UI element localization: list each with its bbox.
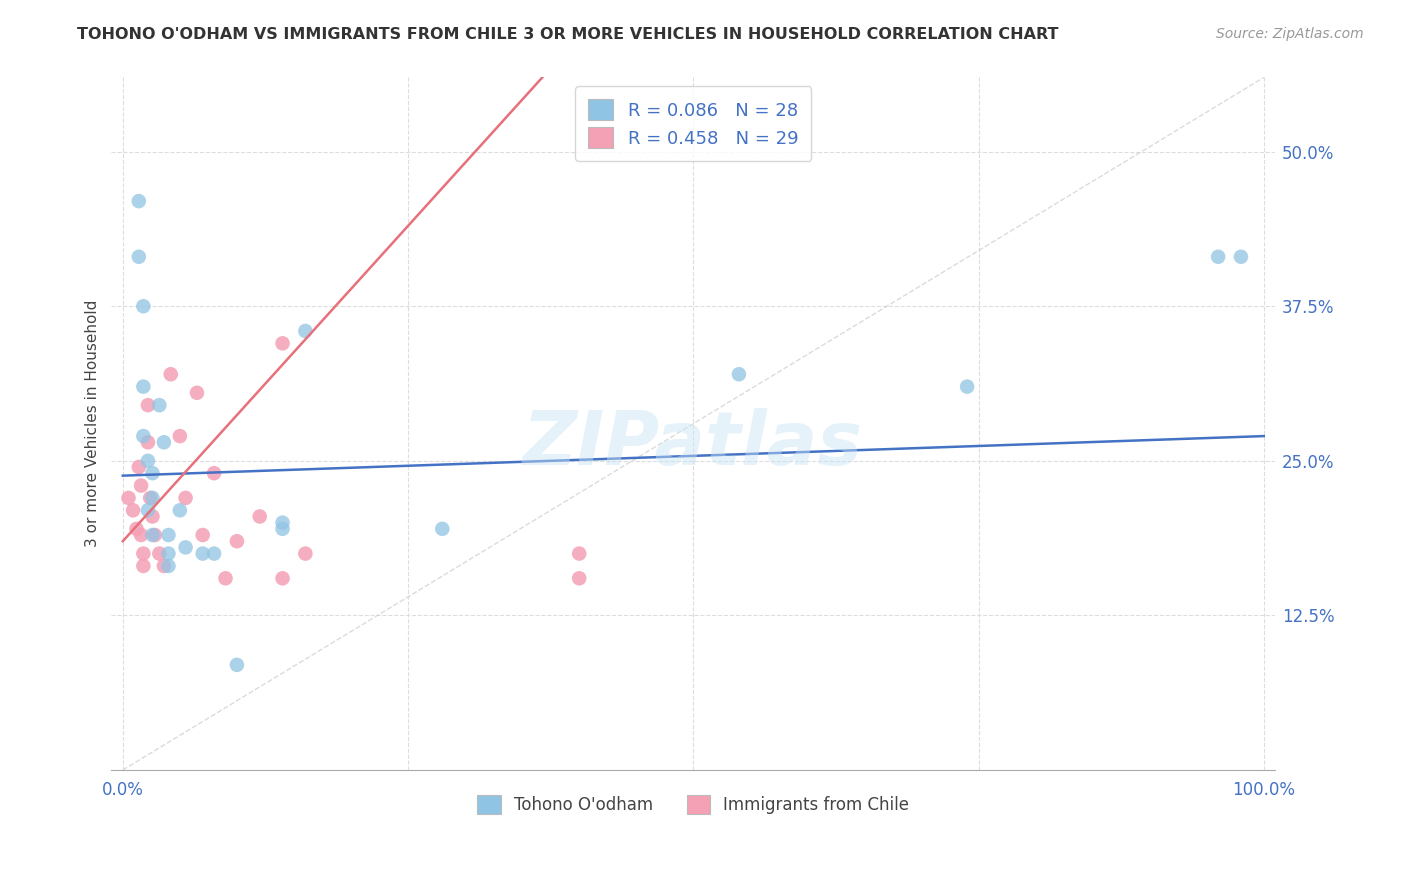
Point [141,491,163,505]
Point [136,503,159,517]
Text: ZIPatlas: ZIPatlas [523,408,863,481]
Point [157,528,180,542]
Point [249,509,271,524]
Point [728,368,751,382]
Point [157,558,180,573]
Point [271,516,294,530]
Text: Source: ZipAtlas.com: Source: ZipAtlas.com [1216,27,1364,41]
Point [568,571,591,585]
Point [122,503,145,517]
Point [174,491,197,505]
Point [186,385,208,400]
Point [157,547,180,561]
Point [294,547,316,561]
Point [271,522,294,536]
Point [128,460,150,475]
Point [956,379,979,393]
Point [169,503,191,517]
Point [174,541,197,555]
Point [129,528,152,542]
Point [568,547,591,561]
Point [148,547,170,561]
Point [141,466,163,480]
Point [271,571,294,585]
Point [1206,250,1229,264]
Point [202,547,225,561]
Point [132,547,155,561]
Point [128,250,150,264]
Point [432,522,454,536]
Point [129,478,152,492]
Point [169,429,191,443]
Y-axis label: 3 or more Vehicles in Household: 3 or more Vehicles in Household [86,300,100,548]
Point [128,194,150,208]
Point [132,429,155,443]
Point [226,534,249,549]
Point [202,466,225,480]
Point [117,491,139,505]
Point [153,558,176,573]
Text: TOHONO O'ODHAM VS IMMIGRANTS FROM CHILE 3 OR MORE VEHICLES IN HOUSEHOLD CORRELAT: TOHONO O'ODHAM VS IMMIGRANTS FROM CHILE … [77,27,1059,42]
Point [132,299,155,313]
Point [294,324,316,338]
Point [136,435,159,450]
Point [132,379,155,393]
Point [141,509,163,524]
Point [214,571,236,585]
Point [143,528,166,542]
Point [136,398,159,412]
Point [132,558,155,573]
Point [125,522,148,536]
Point [191,528,214,542]
Point [191,547,214,561]
Point [136,454,159,468]
Point [153,435,176,450]
Point [139,491,162,505]
Point [1230,250,1253,264]
Point [226,657,249,672]
Legend: Tohono O'odham, Immigrants from Chile: Tohono O'odham, Immigrants from Chile [467,785,920,824]
Point [271,336,294,351]
Point [141,528,163,542]
Point [148,398,170,412]
Point [159,368,181,382]
